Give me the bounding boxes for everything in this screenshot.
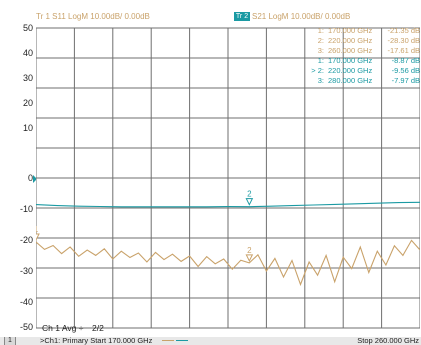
s11-legend-swatch: [162, 340, 174, 341]
y-tick-label: 0: [27, 173, 33, 183]
y-tick-label: 40: [22, 48, 33, 58]
marker-row[interactable]: 3: 260.000 GHz -17.61 dB: [288, 46, 420, 56]
s21-legend-swatch: [176, 340, 188, 341]
y-tick-label: 10: [22, 123, 33, 133]
y-tick-label: -50: [19, 322, 33, 332]
marker-value: -17.61 dB: [387, 46, 420, 55]
marker-id: 3:: [317, 76, 324, 85]
marker-frequency: 220.000 GHz: [328, 36, 373, 45]
averaging-count: 2/2: [92, 323, 104, 333]
y-tick-label: -20: [19, 235, 33, 245]
y-tick-label: -30: [19, 266, 33, 276]
trace-header: Tr 1 S11 LogM 10.00dB/ 0.00dB Tr 2 S21 L…: [0, 0, 421, 22]
marker-frequency: 220.000 GHz: [328, 66, 373, 75]
marker-row[interactable]: 3: 280.000 GHz -7.97 dB: [288, 76, 420, 86]
channel-index-button[interactable]: 1: [4, 337, 16, 345]
marker-row[interactable]: 2: 220.000 GHz -28.30 dB: [288, 36, 420, 46]
marker-id: > 2:: [311, 66, 324, 75]
marker-value: -7.97 dB: [391, 76, 420, 85]
trace-line-s21[interactable]: [36, 201, 420, 208]
marker-table: 1: 170.000 GHz -21.35 dB 2: 220.000 GHz …: [288, 26, 420, 86]
marker-label: 2: [247, 246, 252, 255]
marker-value: -28.30 dB: [387, 36, 420, 45]
y-tick-label: -40: [19, 297, 33, 307]
channel-status-bar: 1 >Ch1: Primary Start 170.000 GHz Stop 2…: [0, 337, 421, 345]
s11-trace-label[interactable]: Tr 1 S11 LogM 10.00dB/ 0.00dB: [36, 12, 150, 21]
marker-id: 1:: [317, 56, 324, 65]
marker-frequency: 170.000 GHz: [328, 26, 373, 35]
marker-frequency: 280.000 GHz: [328, 76, 373, 85]
marker-s21-2-icon[interactable]: [245, 198, 254, 206]
marker-s11-2-icon[interactable]: [245, 254, 254, 263]
marker-value: -21.35 dB: [387, 26, 420, 35]
marker-id: 3:: [317, 46, 324, 55]
s21-trace-badge[interactable]: Tr 2: [234, 12, 250, 21]
marker-id: 1:: [317, 26, 324, 35]
marker-label: 2: [247, 190, 252, 199]
trace-line-s11[interactable]: [36, 239, 420, 287]
marker-value: -8.87 dB: [391, 56, 420, 65]
s21-trace-label[interactable]: S21 LogM 10.00dB/ 0.00dB: [252, 12, 351, 21]
y-tick-label: 20: [22, 98, 33, 108]
averaging-status[interactable]: Ch 1 Avg ÷: [42, 323, 84, 333]
start-frequency[interactable]: >Ch1: Primary Start 170.000 GHz: [40, 337, 153, 345]
marker-label: 1: [36, 225, 39, 234]
marker-frequency: 170.000 GHz: [328, 56, 373, 65]
y-tick-label: 50: [22, 23, 33, 33]
marker-value: -9.56 dB: [391, 66, 420, 75]
reference-level-arrow-icon[interactable]: [33, 175, 37, 183]
marker-id: 2:: [317, 36, 324, 45]
y-tick-label: 30: [22, 73, 33, 83]
plot-area[interactable]: 1 2 2: [36, 22, 420, 330]
marker-s11-1-icon[interactable]: [36, 233, 40, 242]
y-tick-label: -10: [19, 204, 33, 214]
marker-frequency: 260.000 GHz: [328, 46, 373, 55]
marker-row[interactable]: 1: 170.000 GHz -8.87 dB: [288, 56, 420, 66]
trace-plot[interactable]: 1 2 2: [36, 22, 420, 330]
marker-row[interactable]: > 2: 220.000 GHz -9.56 dB: [288, 66, 420, 76]
stop-frequency[interactable]: Stop 260.000 GHz: [357, 337, 419, 345]
marker-row[interactable]: 1: 170.000 GHz -21.35 dB: [288, 26, 420, 36]
